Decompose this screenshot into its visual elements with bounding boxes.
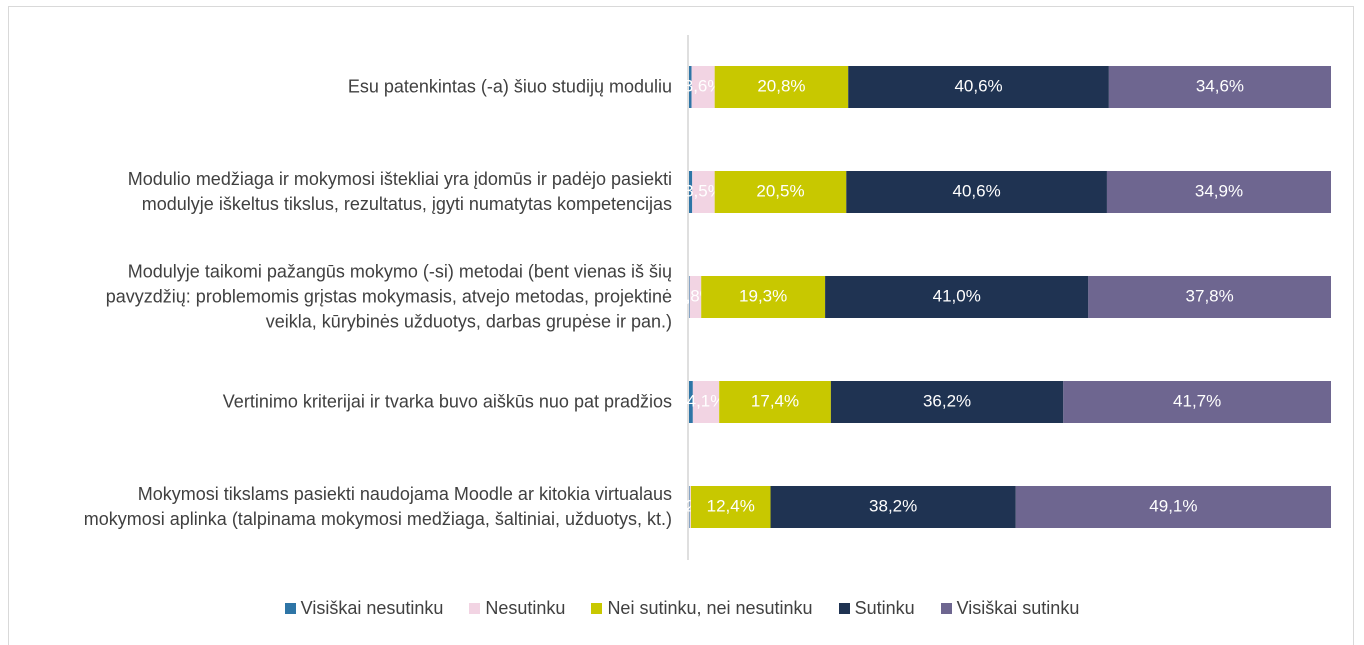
data-label: 34,6%	[1196, 76, 1244, 95]
legend-swatch	[838, 603, 850, 614]
legend: Visiškai nesutinku Nesutinku Nei sutinku, …	[0, 598, 1364, 619]
legend-swatch	[284, 603, 296, 614]
bar-segment	[689, 381, 693, 423]
bar-segment	[846, 171, 1107, 213]
legend-swatch	[469, 603, 481, 614]
category-label: Mokymosi tikslams pasiekti naudojama Moo…	[83, 484, 672, 529]
legend-label: Visiškai nesutinku	[300, 598, 444, 618]
category-label: Modulyje taikomi pažangūs mokymo (-si) m…	[105, 261, 672, 332]
legend-swatch	[591, 603, 603, 614]
legend-item: Nei sutinku, nei nesutinku	[591, 598, 813, 619]
data-label: 12,4%	[707, 496, 755, 515]
data-label: 41,0%	[933, 286, 981, 305]
data-label: 17,4%	[751, 391, 799, 410]
data-label: 34,9%	[1195, 181, 1243, 200]
bar-segment	[719, 381, 831, 423]
bar-segment	[830, 381, 1064, 423]
bar-segment	[1088, 276, 1331, 318]
data-label: 40,6%	[954, 76, 1002, 95]
data-label: 41,7%	[1173, 391, 1221, 410]
bar-segment	[714, 171, 847, 213]
category-label: Modulio medžiaga ir mokymosi ištekliai y…	[127, 169, 672, 214]
category-label: Esu patenkintas (-a) šiuo studijų moduli…	[347, 76, 672, 97]
category-label: Vertinimo kriterijai ir tvarka buvo aišk…	[222, 391, 672, 412]
data-label: 37,8%	[1186, 286, 1234, 305]
bar-segment	[1108, 66, 1331, 108]
bar-segment	[691, 66, 715, 108]
bar-segment	[692, 171, 715, 213]
bar-segment	[690, 486, 771, 528]
frame	[8, 6, 1354, 645]
legend-item: Visiškai nesutinku	[284, 598, 444, 619]
data-label: 3,6%	[684, 76, 723, 95]
legend-label: Nei sutinku, nei nesutinku	[607, 598, 813, 618]
data-label: 4,1%	[687, 391, 726, 410]
legend-swatch	[940, 603, 952, 614]
bar-segment	[689, 276, 702, 318]
bar-segment	[689, 486, 691, 528]
bar-segment	[1063, 381, 1331, 423]
data-label: 38,2%	[869, 496, 917, 515]
bar-segment	[689, 66, 692, 108]
data-label: 3,5%	[684, 181, 723, 200]
data-label: 49,1%	[1149, 496, 1197, 515]
legend-label: Nesutinku	[485, 598, 566, 618]
data-label: 40,6%	[953, 181, 1001, 200]
data-label: 20,8%	[757, 76, 805, 95]
bar-segment	[848, 66, 1109, 108]
data-label: 20,5%	[756, 181, 804, 200]
bar-segment	[692, 381, 720, 423]
legend-item: Sutinku	[838, 598, 915, 619]
bar-segment	[825, 276, 1089, 318]
bar-segment	[701, 276, 826, 318]
bar-segment	[689, 486, 690, 528]
bar-segment	[770, 486, 1016, 528]
bar-segment	[689, 171, 693, 213]
legend-label: Visiškai sutinku	[956, 598, 1080, 618]
legend-item: Visiškai sutinku	[940, 598, 1080, 619]
data-label: 36,2%	[923, 391, 971, 410]
bar-segment	[1106, 171, 1331, 213]
bar-segment	[714, 66, 849, 108]
data-label: 19,3%	[739, 286, 787, 305]
bar-segment	[689, 276, 690, 318]
bar-segment	[1015, 486, 1331, 528]
legend-item: Nesutinku	[469, 598, 565, 619]
legend-label: Sutinku	[854, 598, 915, 618]
